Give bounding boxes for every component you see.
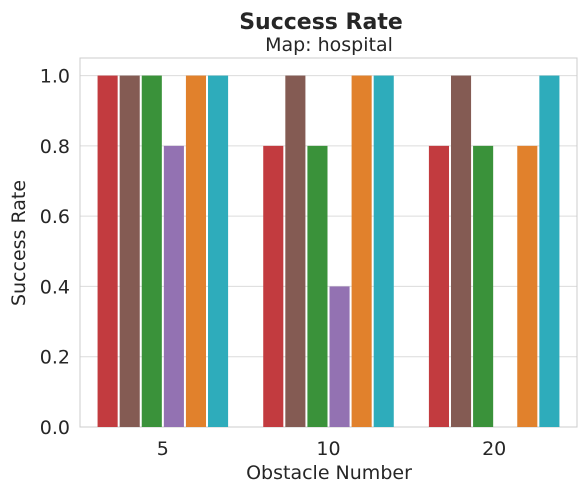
- x-tick-labels: 5 10 20: [157, 438, 506, 460]
- bar-5-series-3: [141, 75, 162, 428]
- bar-10-series-2: [285, 75, 306, 428]
- bar-20-series-6: [539, 75, 560, 428]
- y-tick-label: 0.6: [40, 206, 70, 228]
- bars: [97, 75, 560, 428]
- bar-5-series-4: [163, 145, 184, 427]
- x-tick-label: 10: [316, 438, 340, 460]
- bar-20-series-1: [428, 145, 449, 427]
- bar-10-series-1: [263, 145, 284, 427]
- y-tick-labels: 0.0 0.2 0.4 0.6 0.8 1.0: [40, 66, 70, 439]
- x-tick-label: 20: [482, 438, 506, 460]
- bar-10-series-4: [329, 286, 350, 427]
- y-tick-label: 1.0: [40, 66, 70, 88]
- plot-frame: [79, 57, 578, 428]
- chart-title: Success Rate: [239, 10, 403, 35]
- y-tick-label: 0.4: [40, 276, 70, 298]
- x-axis-label: Obstacle Number: [246, 462, 412, 484]
- bar-20-series-3: [473, 145, 494, 427]
- y-tick-label: 0.0: [40, 417, 70, 439]
- chart-subtitle: Map: hospital: [265, 34, 393, 56]
- bar-5-series-2: [119, 75, 140, 428]
- y-axis-label: Success Rate: [8, 180, 30, 306]
- bar-5-series-6: [208, 75, 229, 428]
- y-tick-label: 0.8: [40, 136, 70, 158]
- bar-20-series-5: [517, 145, 538, 427]
- bar-5-series-5: [185, 75, 207, 428]
- x-tick-label: 5: [157, 438, 169, 460]
- bar-10-series-3: [307, 145, 328, 427]
- bar-10-series-5: [351, 75, 372, 428]
- bar-20-series-2: [450, 75, 472, 428]
- bar-5-series-1: [97, 75, 118, 428]
- bar-10-series-6: [373, 75, 394, 428]
- y-tick-label: 0.2: [40, 347, 70, 369]
